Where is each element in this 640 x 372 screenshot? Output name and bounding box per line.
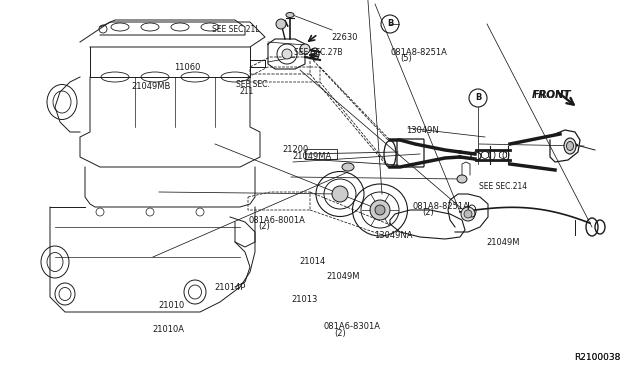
Text: 13049NA: 13049NA [374,231,413,240]
Text: 21014P: 21014P [214,283,246,292]
Circle shape [332,186,348,202]
Circle shape [282,49,292,59]
Circle shape [375,205,385,215]
Text: SEE SEC.214: SEE SEC.214 [479,182,527,191]
Circle shape [370,200,390,220]
Text: 21200: 21200 [283,145,309,154]
Ellipse shape [342,163,354,171]
Text: B: B [475,93,481,103]
Text: 21049MB: 21049MB [131,82,171,91]
Text: 21049M: 21049M [486,238,520,247]
Text: 21010A: 21010A [152,325,184,334]
Text: (2): (2) [334,329,346,338]
Text: (2): (2) [422,208,434,217]
Ellipse shape [564,138,576,154]
Text: 22630: 22630 [332,33,358,42]
Text: (2): (2) [258,222,269,231]
Text: 081A6-8301A: 081A6-8301A [323,322,380,331]
Text: SEE SEC.27B: SEE SEC.27B [294,48,343,57]
Text: SEE SEC.: SEE SEC. [236,80,269,89]
Ellipse shape [457,175,467,183]
Text: B: B [387,19,393,29]
Circle shape [464,210,472,218]
Text: FRONT: FRONT [532,90,572,100]
Text: SEE SEC.21L: SEE SEC.21L [212,25,260,34]
Circle shape [300,44,310,54]
Text: FRONT: FRONT [534,90,570,100]
Ellipse shape [286,13,294,17]
Text: 21014: 21014 [300,257,326,266]
Text: 081A6-8001A: 081A6-8001A [248,216,305,225]
Text: 21013: 21013 [291,295,317,304]
Text: 21049M: 21049M [326,272,360,280]
Text: 081A8-8251A: 081A8-8251A [390,48,447,57]
Text: 11060: 11060 [174,63,200,72]
Text: 13049N: 13049N [406,126,439,135]
Circle shape [461,207,475,221]
Text: 081A8-8251A: 081A8-8251A [413,202,470,211]
Text: R2100038: R2100038 [575,353,621,362]
Circle shape [276,19,286,29]
Ellipse shape [566,141,573,151]
Text: 21049MA: 21049MA [292,152,332,161]
Text: R2100038: R2100038 [575,353,621,362]
Text: 21010: 21010 [159,301,185,310]
Text: 211: 211 [240,87,254,96]
Text: (5): (5) [400,54,412,63]
